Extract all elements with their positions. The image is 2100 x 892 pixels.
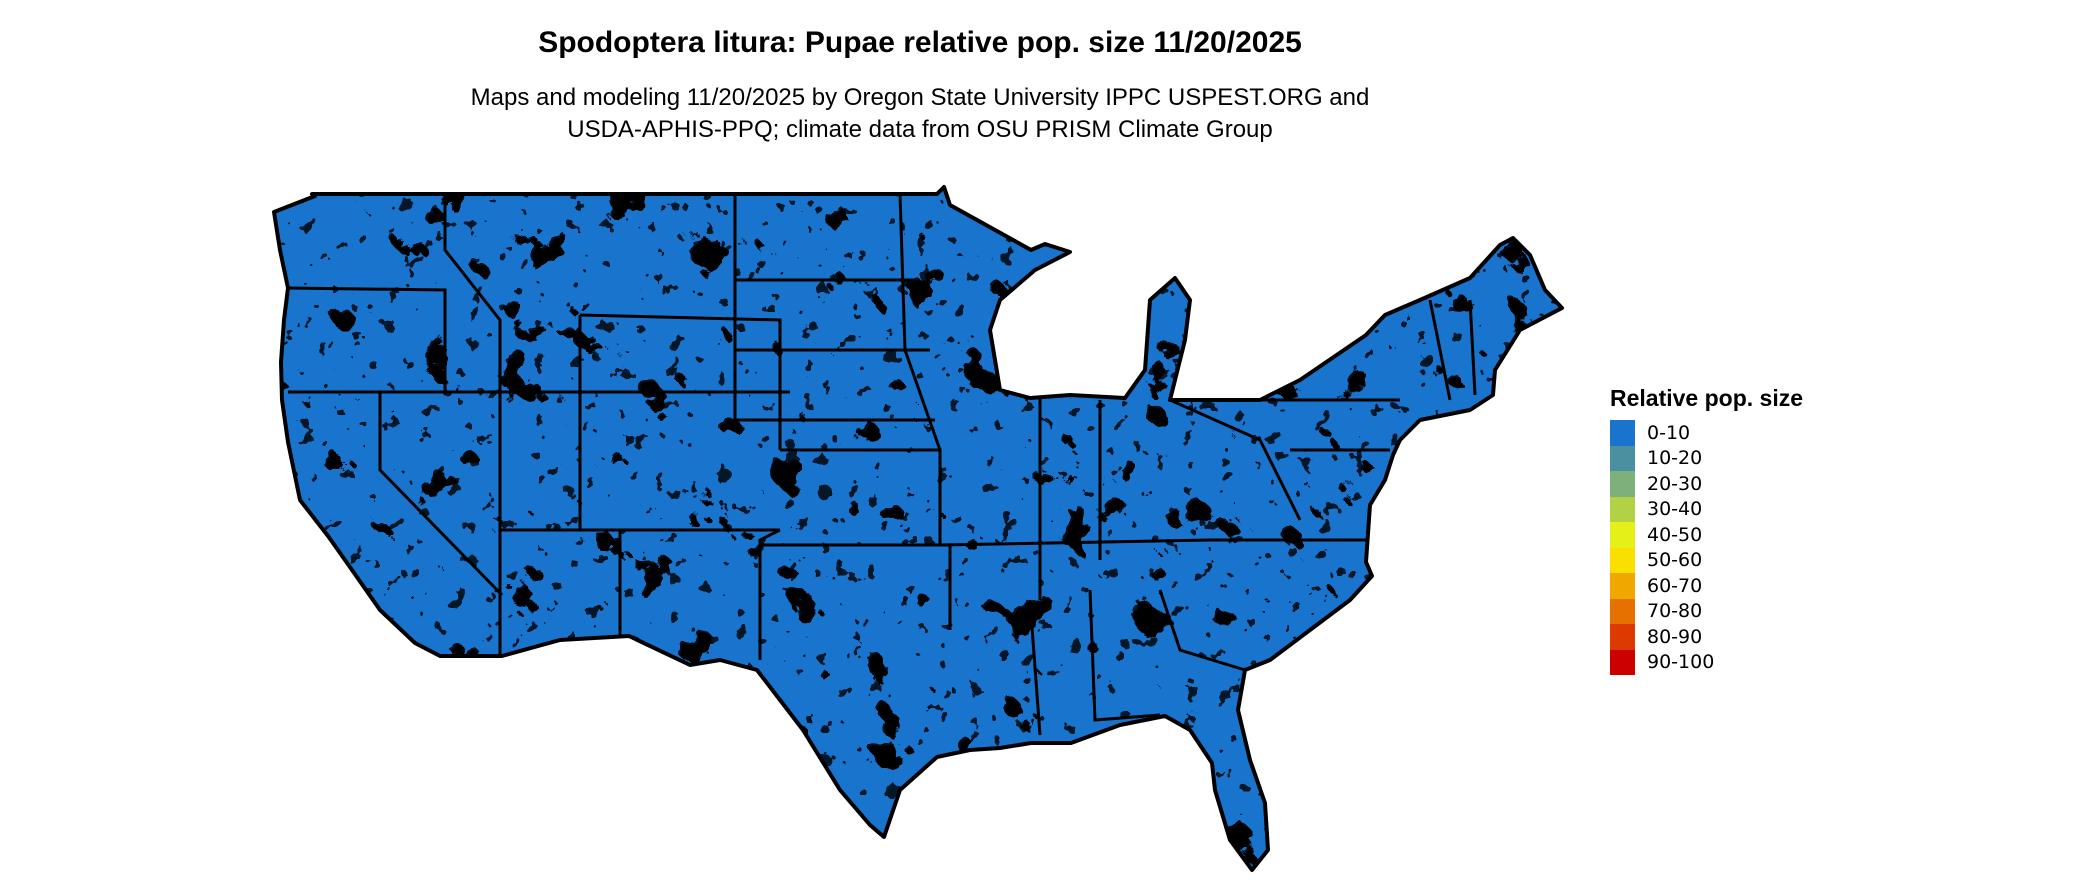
state-border [758, 528, 781, 660]
legend-swatch [1610, 420, 1635, 446]
legend-item: 30-40 [1610, 496, 1803, 522]
state-border [1028, 599, 1042, 736]
legend-item: 0-10 [1610, 420, 1803, 446]
state-border [287, 286, 447, 395]
state-border [1468, 299, 1477, 396]
legend-label: 10-20 [1647, 447, 1703, 470]
legend-swatch [1610, 649, 1635, 675]
legend-item: 10-20 [1610, 445, 1803, 471]
map-title: Spodoptera litura: Pupae relative pop. s… [538, 26, 1302, 59]
legend-item: 20-30 [1610, 471, 1803, 497]
map-subtitle-line1: Maps and modeling 11/20/2025 by Oregon S… [470, 84, 1370, 111]
state-border [443, 194, 502, 392]
legend-label: 30-40 [1647, 498, 1703, 521]
legend-label: 70-80 [1647, 600, 1703, 623]
state-borders [287, 193, 1477, 736]
state-border [1169, 398, 1302, 521]
legend-item: 60-70 [1610, 573, 1803, 599]
state-border [939, 538, 1372, 547]
state-border [378, 392, 504, 597]
map-speckle-layer [274, 187, 1562, 870]
legend-swatch [1610, 598, 1635, 624]
legend-label: 0-10 [1647, 421, 1691, 444]
legend-item: 80-90 [1610, 624, 1803, 650]
legend: Relative pop. size 0-10 10-20 20-30 30-40 40… [1610, 385, 1803, 675]
state-border [733, 194, 935, 422]
state-border [579, 313, 782, 450]
legend-swatch [1610, 573, 1635, 599]
us-outline [272, 185, 1564, 872]
legend-label: 60-70 [1647, 574, 1703, 597]
legend-item: 40-50 [1610, 522, 1803, 548]
legend-label: 50-60 [1647, 549, 1703, 572]
legend-swatch [1610, 496, 1635, 522]
legend-item: 50-60 [1610, 547, 1803, 573]
map-subtitle-line2: USDA-APHIS-PPQ; climate data from OSU PR… [567, 116, 1273, 143]
legend-label: 80-90 [1647, 625, 1703, 648]
state-border [898, 193, 942, 451]
legend-title: Relative pop. size [1610, 385, 1804, 411]
legend-label: 90-100 [1647, 651, 1715, 674]
legend-label: 20-30 [1647, 472, 1703, 495]
state-border [1088, 589, 1161, 722]
legend-swatch [1610, 522, 1635, 548]
legend-label: 40-50 [1647, 523, 1703, 546]
legend-swatch [1610, 624, 1635, 650]
legend-item: 70-80 [1610, 598, 1803, 624]
state-border [1158, 589, 1246, 672]
legend-swatch [1610, 445, 1635, 471]
legend-swatch [1610, 471, 1635, 497]
state-border [1428, 299, 1452, 401]
legend-swatch [1610, 547, 1635, 573]
legend-item: 90-100 [1610, 649, 1803, 675]
